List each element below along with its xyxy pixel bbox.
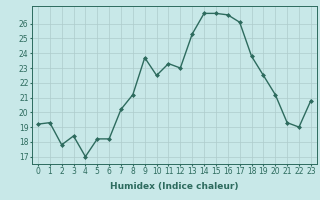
- X-axis label: Humidex (Indice chaleur): Humidex (Indice chaleur): [110, 182, 239, 191]
